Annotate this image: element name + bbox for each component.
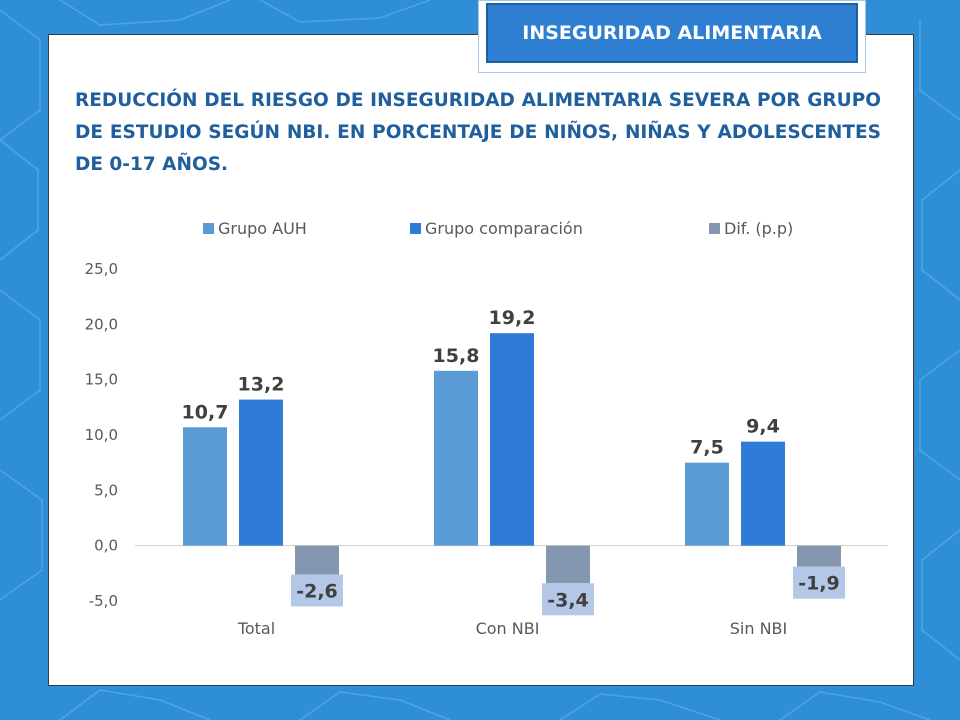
bars-group: 10,7 13,2 -2,6 15,8 19,2 -3,4 7,5 9,4 -1,9 [182,307,845,616]
bar [797,545,841,567]
data-label: -3,4 [547,589,589,611]
x-category-label: Con NBI [476,619,540,638]
chart-title: REDUCCIÓN DEL RIESGO DE INSEGURIDAD ALIM… [75,90,881,175]
chart-panel [48,34,914,686]
data-label-box [793,566,845,599]
x-axis: Total Con NBI Sin NBI [237,619,787,638]
bar [295,545,339,575]
bar [239,399,283,546]
section-tag: INSEGURIDAD ALIMENTARIA [486,3,858,63]
data-label: 15,8 [433,345,480,367]
bar [434,370,478,546]
bar [741,441,785,546]
data-label: 9,4 [746,416,780,438]
y-tick-label: 25,0 [85,260,118,278]
data-label: -2,6 [296,580,338,602]
data-label-box [291,574,343,607]
data-label: 7,5 [690,437,724,459]
x-category-label: Total [237,619,275,638]
legend-swatch [709,223,720,234]
legend-label: Grupo AUH [218,219,307,238]
y-tick-label: 5,0 [94,481,118,499]
y-axis: 25,0 20,0 15,0 10,0 5,0 0,0 -5,0 [85,260,118,610]
x-category-label: Sin NBI [730,619,788,638]
data-label: 19,2 [489,307,536,329]
bar [183,427,227,546]
y-tick-label: 15,0 [85,371,118,389]
chart-legend: Grupo AUH Grupo comparación Dif. (p.p) [203,219,793,238]
y-tick-label: 20,0 [85,315,118,333]
data-label: 13,2 [238,374,285,396]
legend-swatch [203,223,214,234]
y-tick-label: 10,0 [85,426,118,444]
data-label: 10,7 [182,401,229,423]
legend-swatch [410,223,421,234]
bar [685,462,729,546]
legend-label: Grupo comparación [425,219,583,238]
data-label: -1,9 [798,573,840,595]
legend-label: Dif. (p.p) [724,219,793,238]
y-tick-label: -5,0 [89,592,118,610]
y-tick-label: 0,0 [94,537,118,555]
bar [546,545,590,584]
bar [490,333,534,546]
data-label-box [542,583,594,616]
